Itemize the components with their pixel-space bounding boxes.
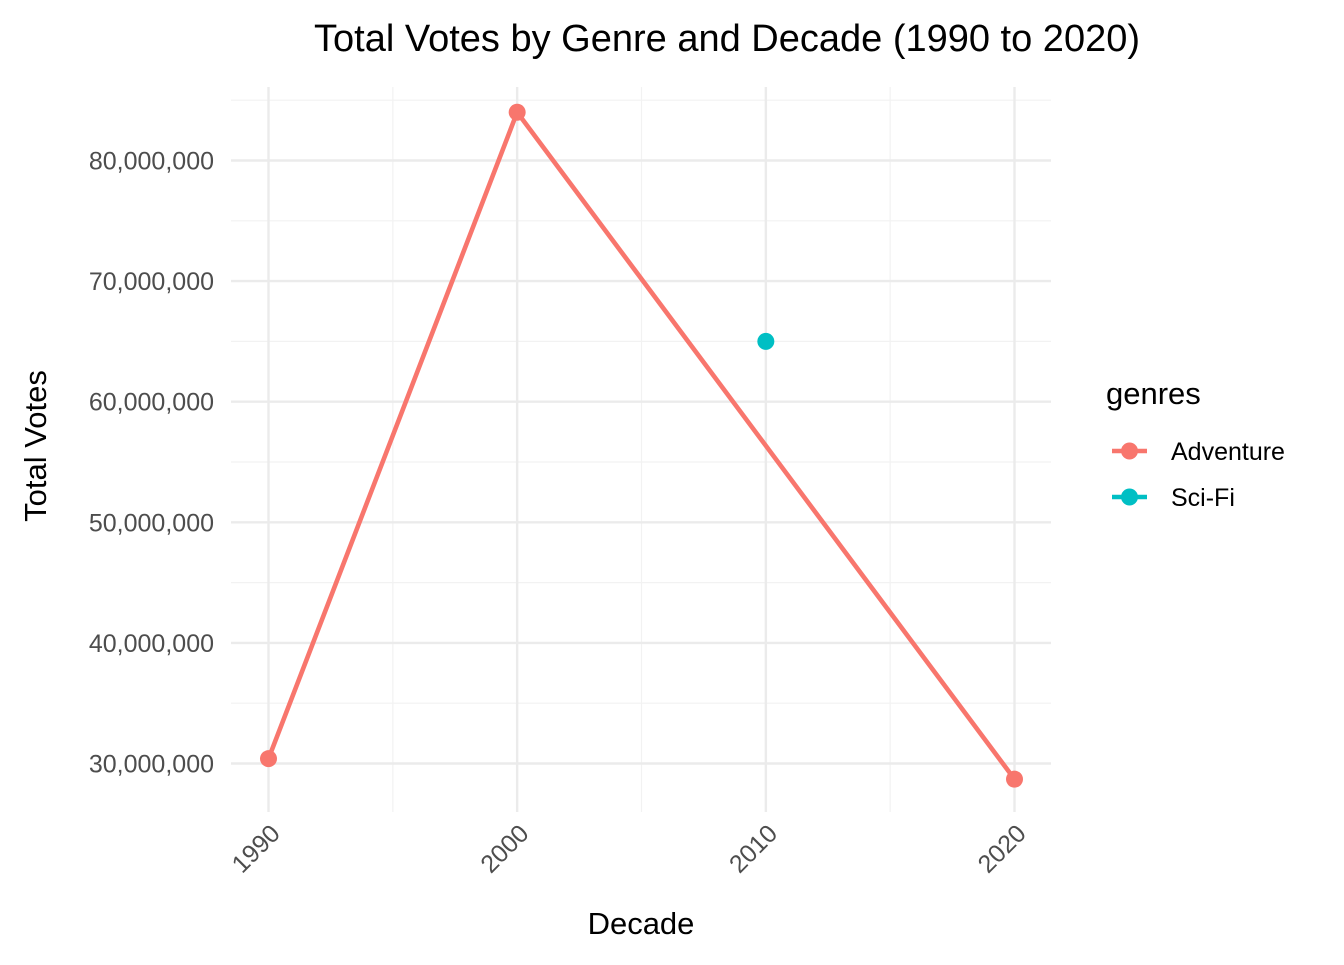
y-tick-label: 30,000,000 <box>89 751 214 779</box>
chart-title: Total Votes by Genre and Decade (1990 to… <box>314 18 1140 60</box>
y-tick-label: 50,000,000 <box>89 509 214 537</box>
y-tick-label: 60,000,000 <box>89 389 214 417</box>
y-tick-label: 70,000,000 <box>89 268 214 296</box>
legend-key-marker <box>1121 442 1138 460</box>
plot-area: 30,000,000 40,000,000 50,000,000 60,000,000… <box>89 87 1051 879</box>
y-axis-title: Total Votes <box>18 370 53 522</box>
legend: genres Adventure Sci-Fi <box>1106 376 1285 512</box>
legend-items: Adventure Sci-Fi <box>1112 438 1285 512</box>
data-point-sci-fi-0 <box>757 332 775 350</box>
legend-item-adventure: Adventure <box>1112 438 1285 466</box>
legend-label: Adventure <box>1171 438 1285 466</box>
y-tick-label: 40,000,000 <box>89 630 214 658</box>
data-point-adventure-1 <box>508 103 526 121</box>
data-point-adventure-2 <box>1006 770 1023 788</box>
x-tick-label: 2010 <box>724 819 783 878</box>
legend-key-marker <box>1121 488 1138 506</box>
data-point-adventure-0 <box>260 750 277 768</box>
legend-label: Sci-Fi <box>1171 484 1235 512</box>
legend-item-sci-fi: Sci-Fi <box>1112 484 1235 512</box>
y-tick-label: 80,000,000 <box>89 148 214 176</box>
legend-title: genres <box>1106 376 1201 411</box>
x-tick-label: 2000 <box>475 819 534 878</box>
x-tick-label: 2020 <box>973 819 1032 878</box>
x-axis-title: Decade <box>588 906 695 941</box>
x-tick-label: 1990 <box>227 819 286 878</box>
